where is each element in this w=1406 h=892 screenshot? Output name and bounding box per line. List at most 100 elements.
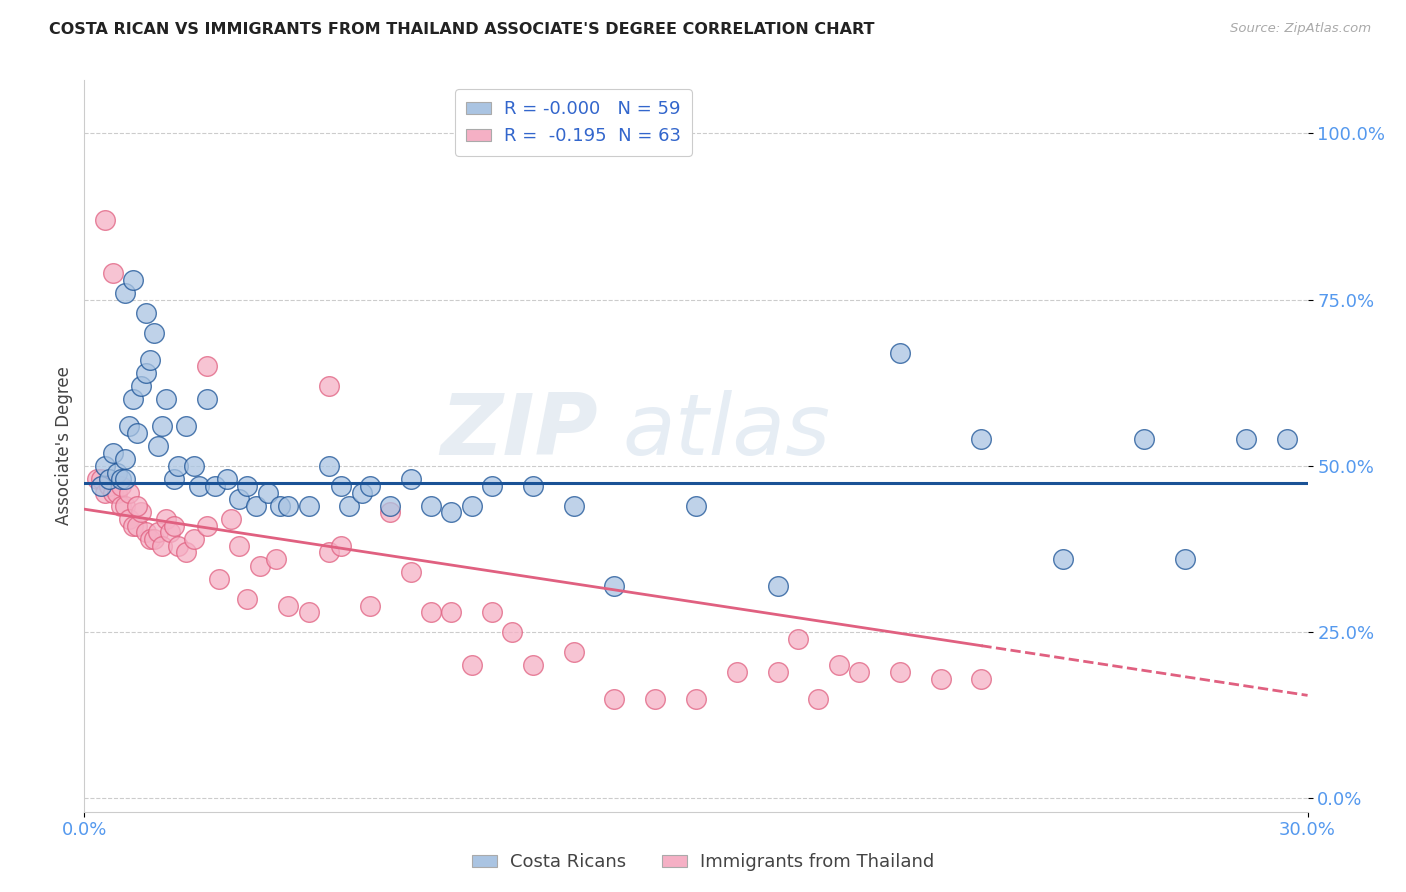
Point <box>101 485 124 500</box>
Point <box>1052 552 1074 566</box>
Point <box>970 433 993 447</box>
Point <box>122 392 145 407</box>
Point <box>318 458 340 473</box>
Point <box>110 479 132 493</box>
Point <box>118 485 141 500</box>
Point <box>318 545 340 559</box>
Point <box>236 591 259 606</box>
Point <box>522 658 544 673</box>
Point <box>461 658 484 673</box>
Legend: R = -0.000   N = 59, R =  -0.195  N = 63: R = -0.000 N = 59, R = -0.195 N = 63 <box>456 89 692 156</box>
Point <box>127 499 149 513</box>
Point <box>208 572 231 586</box>
Point <box>1236 433 1258 447</box>
Point <box>187 479 209 493</box>
Point <box>90 472 112 486</box>
Point <box>685 499 707 513</box>
Legend: Costa Ricans, Immigrants from Thailand: Costa Ricans, Immigrants from Thailand <box>464 847 942 879</box>
Point <box>889 346 911 360</box>
Point <box>380 499 402 513</box>
Point <box>219 512 242 526</box>
Point <box>122 518 145 533</box>
Point <box>131 379 153 393</box>
Point <box>159 525 181 540</box>
Point <box>562 499 585 513</box>
Point <box>135 525 157 540</box>
Point <box>150 419 173 434</box>
Point <box>118 419 141 434</box>
Point <box>105 485 128 500</box>
Point <box>114 452 136 467</box>
Point <box>766 579 789 593</box>
Y-axis label: Associate's Degree: Associate's Degree <box>55 367 73 525</box>
Point <box>339 499 361 513</box>
Point <box>298 499 321 513</box>
Point <box>146 525 169 540</box>
Point <box>685 691 707 706</box>
Point <box>131 506 153 520</box>
Point <box>122 273 145 287</box>
Text: atlas: atlas <box>623 390 831 473</box>
Point <box>644 691 666 706</box>
Point <box>481 605 503 619</box>
Point <box>167 458 190 473</box>
Point <box>359 479 381 493</box>
Point <box>269 499 291 513</box>
Point <box>127 425 149 440</box>
Point <box>522 479 544 493</box>
Point <box>86 472 108 486</box>
Point <box>828 658 851 673</box>
Point <box>135 306 157 320</box>
Point <box>1174 552 1197 566</box>
Point <box>217 472 239 486</box>
Point <box>142 532 165 546</box>
Point <box>138 532 160 546</box>
Point <box>318 379 340 393</box>
Point <box>228 492 250 507</box>
Point <box>174 419 197 434</box>
Point <box>167 539 190 553</box>
Point <box>264 552 287 566</box>
Point <box>380 506 402 520</box>
Point <box>481 479 503 493</box>
Point <box>204 479 226 493</box>
Point <box>90 479 112 493</box>
Point <box>110 472 132 486</box>
Point <box>420 605 443 619</box>
Point <box>277 599 299 613</box>
Text: Source: ZipAtlas.com: Source: ZipAtlas.com <box>1230 22 1371 36</box>
Point <box>105 466 128 480</box>
Point <box>848 665 870 679</box>
Point <box>195 359 218 374</box>
Point <box>110 499 132 513</box>
Point <box>142 326 165 340</box>
Point <box>93 458 115 473</box>
Point <box>174 545 197 559</box>
Point <box>245 499 267 513</box>
Point <box>725 665 748 679</box>
Point <box>359 599 381 613</box>
Point <box>929 672 952 686</box>
Point <box>101 266 124 280</box>
Point <box>399 472 422 486</box>
Point <box>114 472 136 486</box>
Point <box>228 539 250 553</box>
Point <box>150 539 173 553</box>
Point <box>97 472 120 486</box>
Text: COSTA RICAN VS IMMIGRANTS FROM THAILAND ASSOCIATE'S DEGREE CORRELATION CHART: COSTA RICAN VS IMMIGRANTS FROM THAILAND … <box>49 22 875 37</box>
Point <box>163 472 186 486</box>
Point <box>787 632 810 646</box>
Point <box>330 539 353 553</box>
Point <box>970 672 993 686</box>
Point <box>138 352 160 367</box>
Point <box>114 499 136 513</box>
Point <box>277 499 299 513</box>
Point <box>127 518 149 533</box>
Point <box>101 445 124 459</box>
Point <box>183 458 205 473</box>
Point <box>257 485 280 500</box>
Point <box>603 691 626 706</box>
Point <box>298 605 321 619</box>
Point <box>163 518 186 533</box>
Point <box>114 286 136 301</box>
